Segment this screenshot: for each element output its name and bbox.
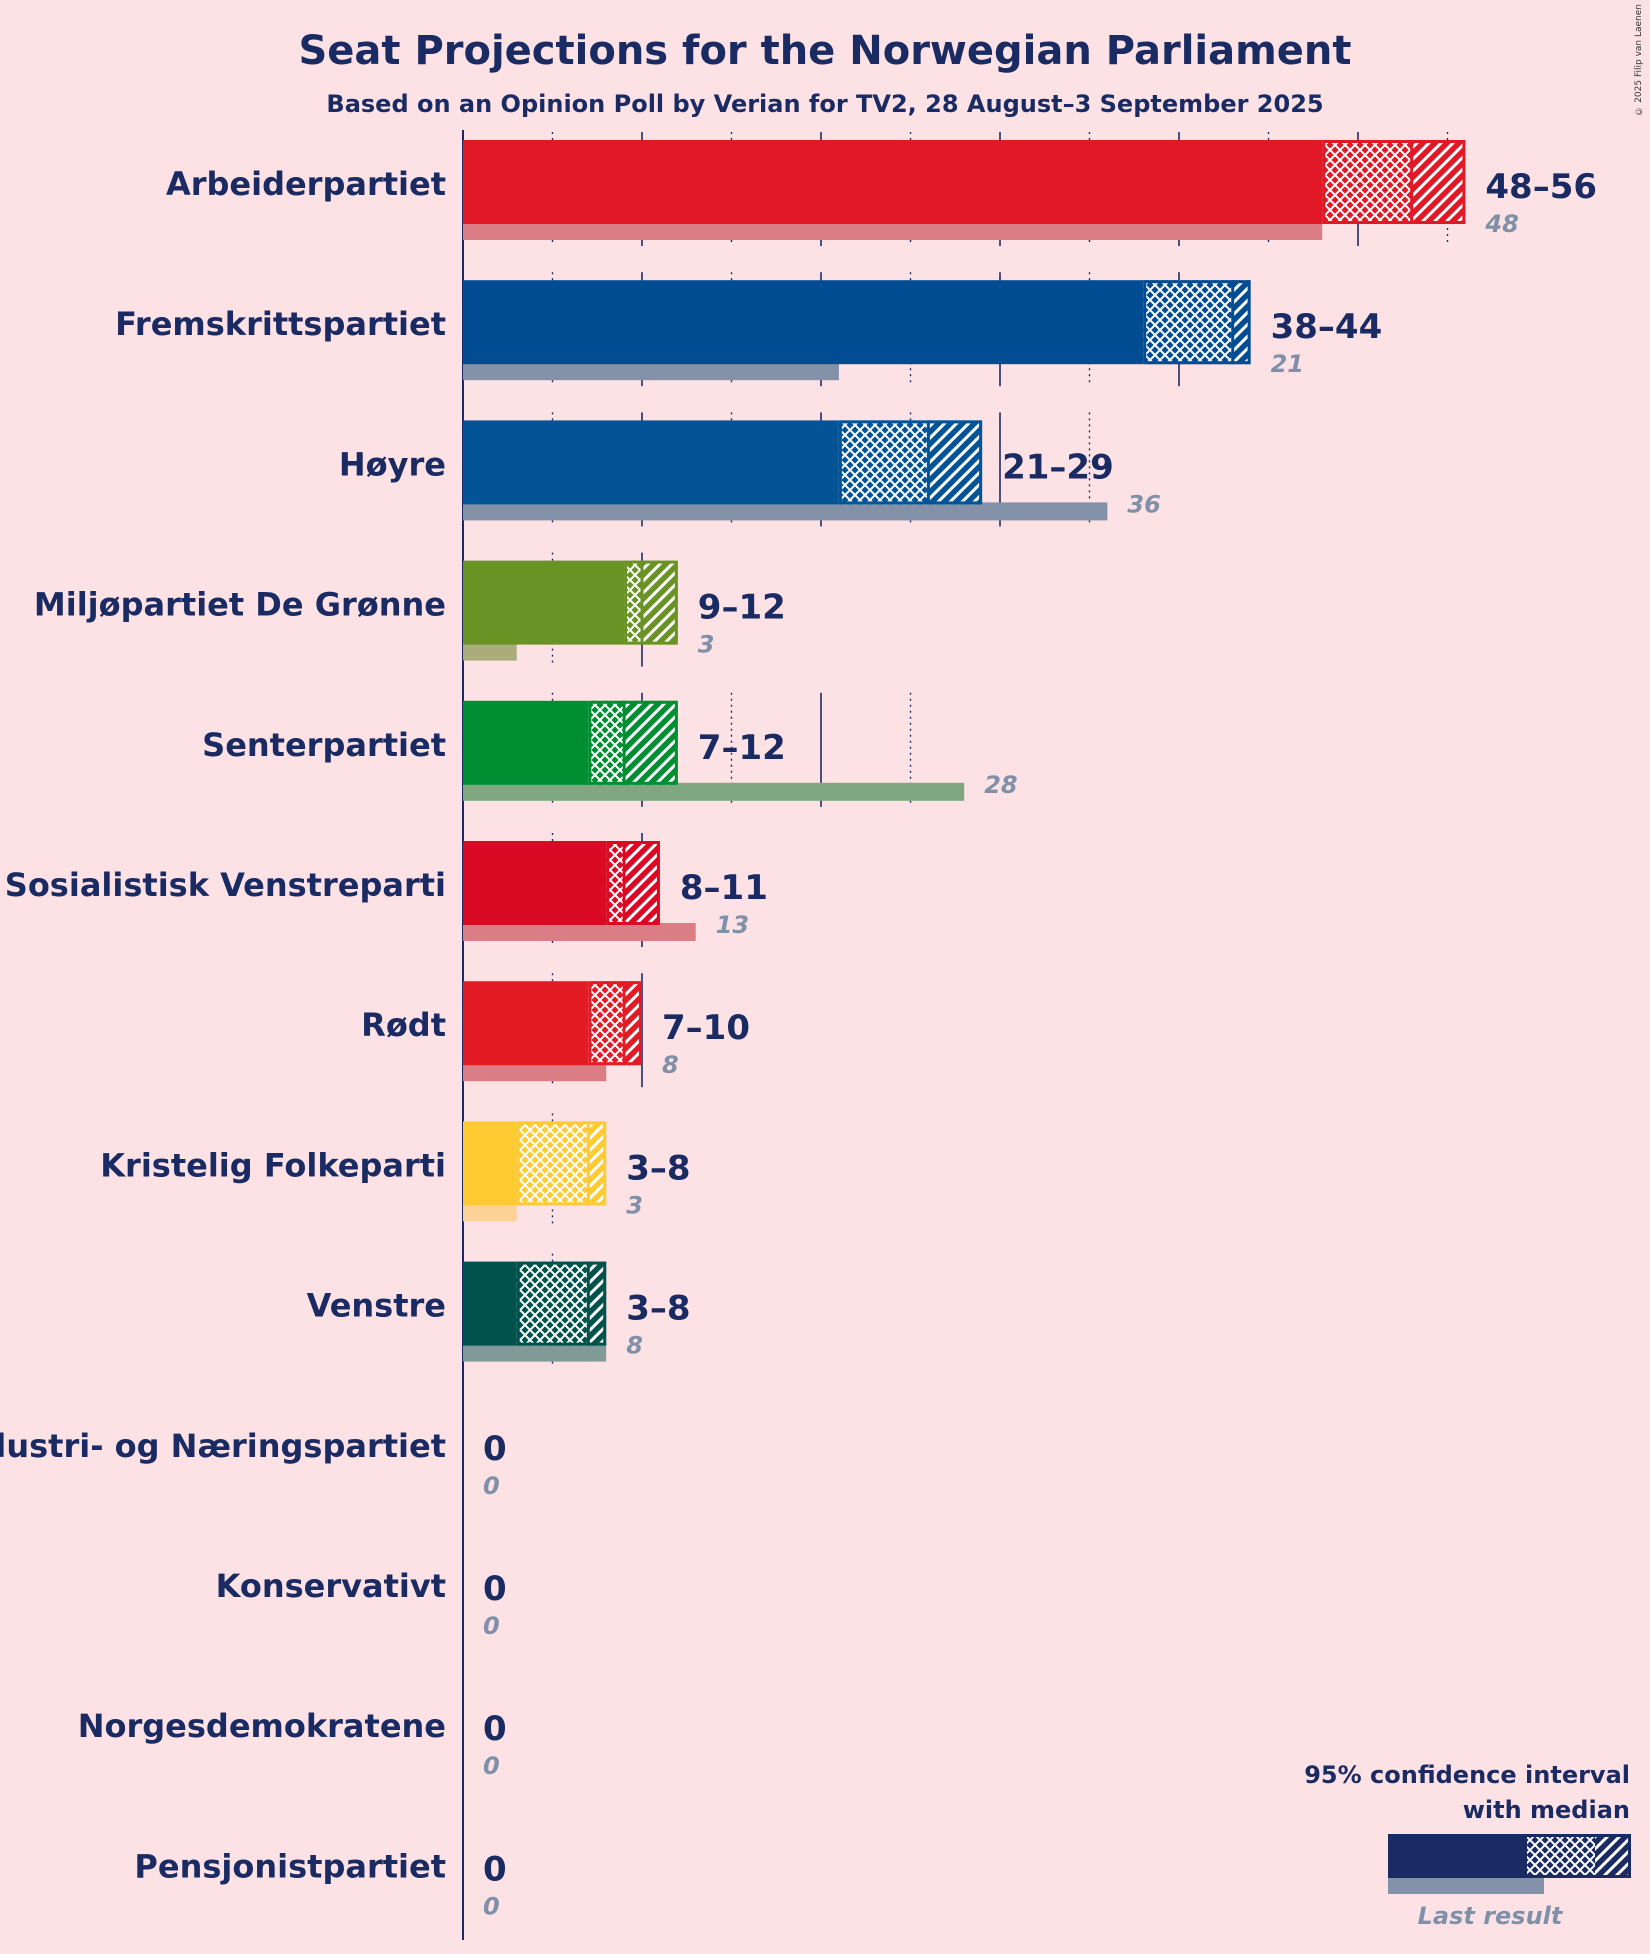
party-label: Konservativt bbox=[216, 1567, 446, 1605]
last-result-bar bbox=[463, 1203, 517, 1222]
bar-solid-segment bbox=[463, 1121, 517, 1206]
bar-solid-segment bbox=[463, 140, 1323, 224]
last-result-label: 0 bbox=[483, 1612, 500, 1640]
party-label: Pensjonistpartiet bbox=[134, 1847, 446, 1885]
bar-ci-upper-hatch bbox=[588, 1261, 607, 1346]
bar-ci-outline bbox=[1143, 280, 1251, 365]
legend-ci-lower-crosshatch bbox=[1527, 1834, 1595, 1878]
bar-ci-outline bbox=[516, 1121, 607, 1206]
party-label: Kristelig Folkeparti bbox=[100, 1146, 446, 1184]
range-label: 48–56 bbox=[1485, 167, 1597, 207]
range-label: 7–10 bbox=[662, 1008, 750, 1048]
last-result-bar bbox=[463, 642, 517, 661]
party-label: Arbeiderpartiet bbox=[166, 165, 446, 203]
bar-ci-lower-crosshatch bbox=[624, 560, 642, 645]
chart-subtitle: Based on an Opinion Poll by Verian for T… bbox=[326, 90, 1323, 118]
bar-ci-lower-crosshatch bbox=[606, 841, 625, 925]
last-result-bar bbox=[463, 222, 1323, 240]
bar-solid-segment bbox=[463, 1261, 517, 1346]
range-label: 0 bbox=[483, 1709, 507, 1749]
last-result-label: 13 bbox=[716, 911, 749, 939]
bar-ci-outline bbox=[1322, 140, 1466, 224]
bar-ci-outline bbox=[588, 700, 678, 785]
last-result-label: 28 bbox=[984, 771, 1017, 799]
bar-solid-segment bbox=[463, 700, 589, 785]
bar-solid-segment bbox=[463, 420, 839, 505]
bar-solid-segment bbox=[463, 981, 589, 1066]
bar-ci-lower-crosshatch bbox=[1143, 280, 1233, 365]
range-label: 0 bbox=[483, 1429, 507, 1469]
bar-solid-segment bbox=[463, 280, 1144, 365]
legend-ci-label-line-1: 95% confidence interval bbox=[1304, 1761, 1630, 1789]
legend-outline bbox=[1388, 1834, 1631, 1878]
bar-ci-upper-hatch bbox=[588, 1121, 607, 1206]
range-label: 38–44 bbox=[1271, 307, 1383, 347]
last-result-label: 8 bbox=[662, 1051, 679, 1079]
bar-ci-upper-hatch bbox=[642, 560, 678, 645]
bar-ci-outline bbox=[588, 981, 642, 1066]
party-label: Høyre bbox=[339, 445, 446, 483]
party-label: Miljøpartiet De Grønne bbox=[34, 586, 446, 624]
bar-ci-outline bbox=[624, 560, 678, 645]
bar-ci-lower-crosshatch bbox=[838, 420, 929, 505]
bar-solid-segment bbox=[463, 560, 625, 645]
last-result-label: 3 bbox=[626, 1191, 643, 1219]
bar-solid-segment bbox=[463, 841, 607, 925]
bar-ci-outline bbox=[516, 1261, 607, 1346]
range-label: 9–12 bbox=[698, 588, 786, 628]
bar-ci-upper-hatch bbox=[624, 841, 660, 925]
last-result-label: 48 bbox=[1484, 210, 1518, 238]
bar-ci-outline bbox=[838, 420, 983, 505]
party-label: Fremskrittspartiet bbox=[115, 305, 446, 343]
bar-ci-lower-crosshatch bbox=[516, 1261, 589, 1346]
last-result-bar bbox=[463, 782, 965, 801]
range-label: 7–12 bbox=[698, 728, 786, 768]
bar-ci-lower-crosshatch bbox=[588, 981, 625, 1066]
range-label: 3–8 bbox=[626, 1148, 690, 1188]
legend-last-result-bar bbox=[1388, 1876, 1544, 1894]
range-label: 0 bbox=[483, 1849, 507, 1889]
last-result-label: 36 bbox=[1127, 490, 1160, 518]
last-result-bar bbox=[463, 362, 839, 381]
bar-ci-upper-hatch bbox=[1411, 140, 1466, 224]
last-result-bar bbox=[463, 923, 696, 941]
party-label: Industri- og Næringspartiet bbox=[0, 1427, 446, 1465]
legend-ci-upper-hatch bbox=[1595, 1834, 1631, 1878]
last-result-bar bbox=[463, 502, 1108, 521]
last-result-label: 0 bbox=[483, 1472, 500, 1500]
bar-ci-lower-crosshatch bbox=[1322, 140, 1412, 224]
party-label: Sosialistisk Venstreparti bbox=[5, 866, 446, 904]
last-result-label: 0 bbox=[483, 1752, 500, 1780]
bar-ci-upper-hatch bbox=[624, 981, 642, 1066]
last-result-label: 21 bbox=[1271, 350, 1304, 378]
range-label: 8–11 bbox=[680, 868, 768, 908]
chart-title: Seat Projections for the Norwegian Parli… bbox=[298, 28, 1351, 74]
last-result-bar bbox=[463, 1343, 607, 1362]
last-result-label: 0 bbox=[483, 1892, 500, 1920]
legend-solid-bar bbox=[1388, 1834, 1532, 1878]
bar-ci-upper-hatch bbox=[928, 420, 983, 505]
bar-ci-upper-hatch bbox=[1232, 280, 1251, 365]
party-label: Senterpartiet bbox=[202, 726, 446, 764]
legend-last-result-label: Last result bbox=[1418, 1902, 1564, 1930]
party-label: Venstre bbox=[307, 1287, 446, 1325]
legend: 95% confidence interval with median Last r… bbox=[1304, 1761, 1631, 1930]
last-result-bar bbox=[463, 1063, 607, 1082]
party-label: Rødt bbox=[361, 1006, 446, 1044]
last-result-label: 8 bbox=[626, 1332, 643, 1360]
bar-ci-upper-hatch bbox=[624, 700, 678, 785]
bar-ci-lower-crosshatch bbox=[516, 1121, 589, 1206]
party-label: Norgesdemokratene bbox=[78, 1707, 446, 1745]
range-label: 3–8 bbox=[626, 1289, 690, 1329]
legend-ci-label-line-2: with median bbox=[1463, 1796, 1630, 1824]
bar-ci-outline bbox=[606, 841, 660, 925]
bar-ci-lower-crosshatch bbox=[588, 700, 625, 785]
range-label: 21–29 bbox=[1002, 447, 1114, 487]
last-result-label: 3 bbox=[698, 631, 715, 659]
range-label: 0 bbox=[483, 1569, 507, 1609]
